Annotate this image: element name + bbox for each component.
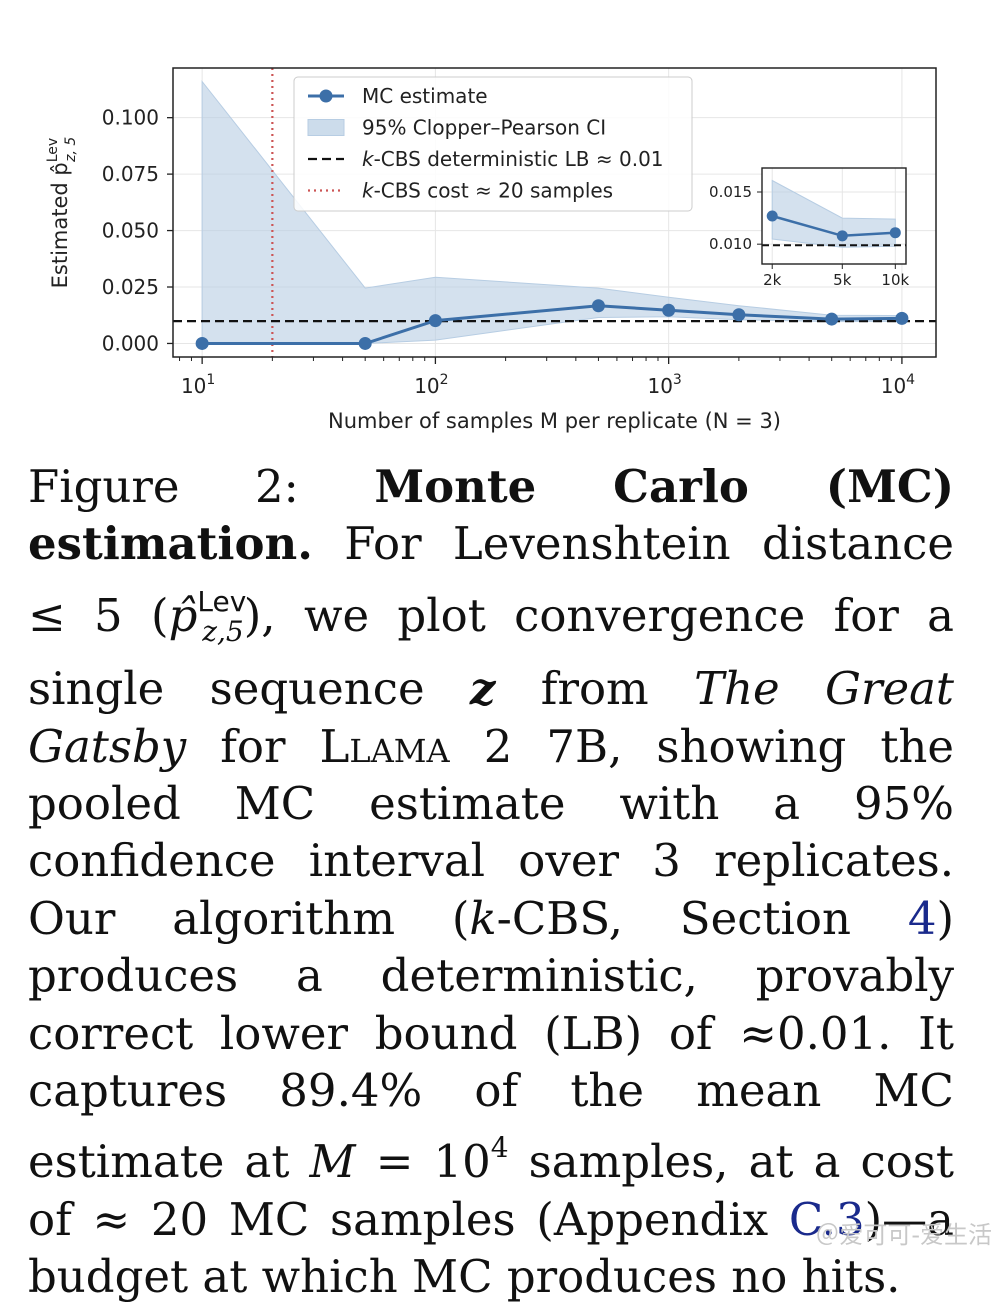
legend-label-rest-2: -CBS deterministic LB ≈ 0.01	[374, 147, 664, 171]
caption-M-symbol: M	[309, 1135, 356, 1189]
caption-exponent: 4	[490, 1131, 509, 1165]
caption-text-2: ), we plot convergence for a single sequ…	[28, 588, 954, 716]
caption-model-name: Llama	[319, 719, 450, 773]
y-tick-label-0: 0.000	[102, 331, 159, 355]
y-axis-label: Estimated p̂Lev z, 5	[45, 137, 79, 289]
legend-box	[293, 76, 693, 212]
legend-label-prefix-3: k	[362, 179, 375, 203]
caption-z-symbol: z	[469, 662, 496, 716]
caption-fig-label: Figure 2:	[28, 460, 299, 513]
inset-frame	[761, 167, 907, 265]
legend-label-rest-1: 95% Clopper–Pearson CI	[362, 116, 606, 140]
inset-ci-band	[771, 179, 896, 248]
caption-phat-symbol: p̂	[168, 588, 198, 642]
inset-point-0	[766, 210, 778, 222]
x-tick-exp-1: 2	[440, 372, 449, 388]
x-axis-label: Number of samples M per replicate (N = 3…	[328, 409, 781, 433]
legend-label-3: k-CBS cost ≈ 20 samples	[362, 179, 613, 203]
x-tick-exp-2: 3	[673, 372, 682, 388]
watermark: ＠爱可可-爱生活	[815, 1221, 992, 1249]
inset-x-tick-label-0: 2k	[763, 271, 782, 289]
mc-point-0	[195, 336, 209, 350]
mc-point-3	[591, 299, 605, 313]
inset-point-1	[836, 230, 848, 242]
chart-svg: 0.000 0.025 0.050 0.075 0.100 101 102 103 104 Est…	[45, 67, 937, 433]
mc-point-4	[662, 303, 676, 317]
caption-text-7: ) produces a deterministic, provably cor…	[28, 891, 955, 1189]
x-tick-label-0: 101	[181, 372, 215, 398]
mc-point-6	[825, 312, 839, 326]
mc-point-5	[732, 308, 746, 322]
caption-text-3: from	[540, 662, 649, 716]
legend-marker-0	[319, 89, 333, 103]
y-axis-label-sub: z, 5	[63, 137, 79, 163]
legend-handle-1	[307, 119, 345, 136]
y-tick-label-2: 0.050	[102, 219, 159, 243]
caption-appendix-ref[interactable]: C.3	[788, 1192, 865, 1246]
plot-frame	[172, 67, 937, 358]
legend-label-prefix-2: k	[362, 147, 375, 171]
caption-book-title: The Great Gatsby	[28, 662, 955, 773]
caption-phat-sup: Lev	[197, 584, 247, 618]
y-tick-label-4: 0.100	[102, 106, 159, 130]
y-tick-label-3: 0.075	[102, 162, 159, 186]
caption-text-1: For Levenshtein distance ≤ 5 (	[28, 517, 954, 642]
caption-text-4: for	[220, 719, 286, 773]
caption-text-5: 2 7B, showing the pooled MC estimate wit…	[28, 719, 955, 945]
y-axis-label-sup: Lev	[45, 138, 61, 162]
caption-k-symbol: k	[469, 891, 497, 945]
inset-y-tick-label-1: 0.015	[709, 183, 752, 201]
y-tick-label-1: 0.025	[102, 275, 159, 299]
inset-point-2	[889, 227, 901, 239]
legend-label-1: 95% Clopper–Pearson CI	[362, 116, 606, 140]
x-tick-exp-0: 1	[206, 372, 215, 388]
x-tick-label-2: 103	[647, 372, 681, 398]
mc-point-1	[358, 336, 372, 350]
mc-estimate-line	[202, 304, 902, 345]
legend-label-rest-3: -CBS cost ≈ 20 samples	[374, 179, 614, 203]
caption-fig-title: Monte Carlo (MC) estimation.	[28, 460, 954, 571]
mc-point-2	[428, 314, 442, 328]
caption-text-8: = 10	[375, 1135, 491, 1189]
mc-point-7	[895, 311, 909, 325]
figure-chart: 0.000 0.025 0.050 0.075 0.100 101 102 103 104 Est…	[0, 0, 1006, 450]
caption-text-6: -CBS, Section	[496, 891, 851, 945]
caption-phat-sub: z,5	[202, 614, 244, 648]
legend-label-rest-0: MC estimate	[362, 84, 488, 108]
inset-x-tick-label-1: 5k	[833, 271, 852, 289]
x-tick-label-1: 102	[414, 372, 448, 398]
figure-caption: Figure 2: Monte Carlo (MC) estimation. F…	[28, 458, 954, 1306]
legend-label-2: k-CBS deterministic LB ≈ 0.01	[362, 147, 664, 171]
inset-x-tick-label-2: 10k	[881, 271, 909, 289]
x-tick-label-3: 104	[881, 372, 915, 398]
caption-text-9: samples, at a cost of ≈ 20 MC samples (A…	[28, 1135, 954, 1246]
inset-y-tick-label-0: 0.010	[709, 235, 752, 253]
caption-section-ref[interactable]: 4	[907, 891, 937, 945]
legend-label-0: MC estimate	[362, 84, 488, 108]
x-tick-exp-3: 4	[906, 372, 915, 388]
